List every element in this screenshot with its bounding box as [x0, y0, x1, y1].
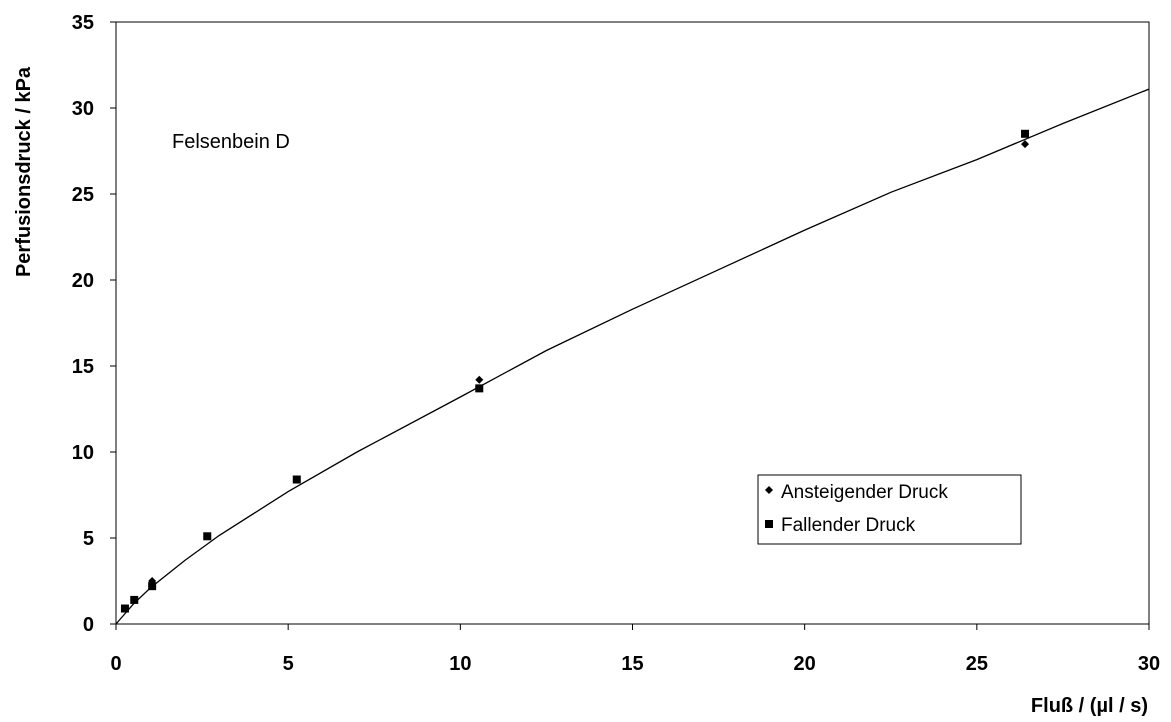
x-tick-label: 25	[966, 653, 988, 675]
y-tick-label: 20	[72, 270, 94, 292]
data-point-fallender	[130, 595, 139, 604]
y-tick-label: 35	[72, 12, 94, 34]
x-tick-label: 5	[283, 653, 294, 675]
data-point-fallender	[120, 604, 129, 613]
fit-curve-line	[115, 88, 1150, 625]
data-point-fallender	[1021, 129, 1030, 138]
y-tick-label: 25	[72, 184, 94, 206]
data-point-fallender	[203, 532, 212, 541]
legend: Ansteigender Druck Fallender Druck	[757, 474, 1022, 545]
x-tick-label: 15	[621, 653, 643, 675]
x-tick-label: 0	[110, 653, 121, 675]
legend-marker-diamond	[765, 486, 773, 494]
y-tick-label: 15	[72, 356, 94, 378]
y-tick-label: 10	[72, 442, 94, 464]
legend-box	[757, 474, 1022, 545]
x-tick-label: 10	[449, 653, 471, 675]
data-point-ansteigender	[475, 375, 484, 384]
legend-marker-square	[765, 520, 773, 528]
annotation-label: Felsenbein D	[172, 131, 290, 153]
legend-label-fallender: Fallender Druck	[781, 515, 916, 536]
x-tick-label: 20	[794, 653, 816, 675]
data-point-fallender	[148, 582, 157, 591]
x-axis-label: Fluß / (µl / s)	[1031, 695, 1148, 717]
legend-label-ansteigender: Ansteigender Druck	[781, 482, 948, 503]
y-tick-label: 0	[83, 614, 94, 636]
data-point-fallender	[475, 384, 484, 393]
y-axis-label: Perfusionsdruck / kPa	[13, 66, 35, 277]
data-point-ansteigender	[1021, 140, 1030, 149]
data-point-fallender	[292, 475, 301, 484]
y-tick-label: 30	[72, 98, 94, 120]
x-tick-label: 30	[1138, 653, 1160, 675]
y-tick-label: 5	[83, 528, 94, 550]
